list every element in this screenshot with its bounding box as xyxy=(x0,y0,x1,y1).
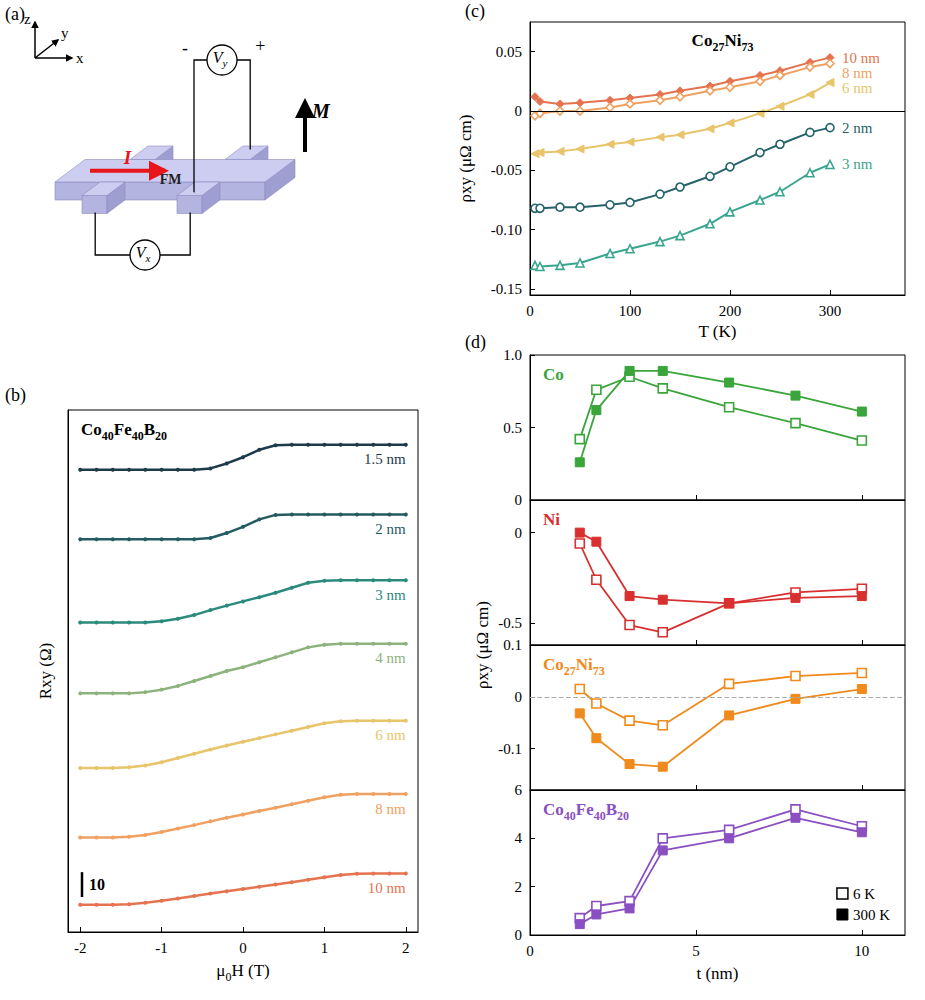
svg-text:-1: -1 xyxy=(155,940,168,956)
svg-text:0: 0 xyxy=(515,927,523,943)
svg-text:0.5: 0.5 xyxy=(503,420,522,436)
svg-text:M: M xyxy=(311,100,331,122)
svg-text:Co: Co xyxy=(543,800,564,819)
svg-text:2: 2 xyxy=(515,879,523,895)
svg-text:2 nm: 2 nm xyxy=(375,521,406,537)
svg-text:1.5 nm: 1.5 nm xyxy=(364,451,406,467)
svg-text:0.05: 0.05 xyxy=(496,44,522,60)
svg-text:H (T): H (T) xyxy=(231,961,269,980)
svg-text:Fe: Fe xyxy=(576,800,594,819)
svg-text:4: 4 xyxy=(515,830,523,846)
svg-text:2 nm: 2 nm xyxy=(842,120,873,136)
svg-text:40: 40 xyxy=(102,429,114,443)
svg-text:-2: -2 xyxy=(74,940,87,956)
svg-text:(a): (a) xyxy=(5,4,25,25)
svg-text:y: y xyxy=(61,25,69,41)
svg-text:0: 0 xyxy=(515,492,523,508)
svg-text:73: 73 xyxy=(593,664,605,678)
svg-text:+: + xyxy=(255,36,265,56)
svg-text:(b): (b) xyxy=(5,385,26,406)
svg-text:27: 27 xyxy=(712,40,724,54)
svg-text:Co: Co xyxy=(543,365,564,384)
svg-text:Ni: Ni xyxy=(576,655,593,674)
svg-text:Vy: Vy xyxy=(213,49,228,69)
svg-text:0: 0 xyxy=(515,689,523,705)
svg-text:3 nm: 3 nm xyxy=(375,587,406,603)
svg-text:300 K: 300 K xyxy=(853,907,890,923)
svg-text:0.1: 0.1 xyxy=(503,637,522,653)
svg-text:z: z xyxy=(24,11,31,27)
svg-text:10 nm: 10 nm xyxy=(842,50,880,66)
svg-text:100: 100 xyxy=(619,303,642,319)
svg-text:ρxy (μΩ cm): ρxy (μΩ cm) xyxy=(456,115,475,203)
svg-text:I: I xyxy=(123,147,132,168)
svg-text:(d): (d) xyxy=(465,332,486,353)
svg-text:t (nm): t (nm) xyxy=(696,964,738,983)
svg-text:200: 200 xyxy=(719,303,742,319)
svg-text:40: 40 xyxy=(132,429,144,443)
svg-text:-0.10: -0.10 xyxy=(491,222,522,238)
svg-text:-: - xyxy=(182,38,188,58)
svg-text:x: x xyxy=(76,50,84,66)
svg-text:Co: Co xyxy=(81,420,102,439)
svg-text:40: 40 xyxy=(564,809,576,823)
svg-text:0: 0 xyxy=(526,943,534,959)
svg-text:B: B xyxy=(144,420,155,439)
svg-text:10: 10 xyxy=(89,876,105,893)
svg-text:0: 0 xyxy=(515,525,523,541)
svg-text:T (K): T (K) xyxy=(699,322,737,341)
svg-text:6 nm: 6 nm xyxy=(375,727,406,743)
svg-text:0: 0 xyxy=(526,303,534,319)
svg-text:8 nm: 8 nm xyxy=(375,801,406,817)
svg-text:μ: μ xyxy=(216,961,225,980)
svg-text:6: 6 xyxy=(515,782,523,798)
svg-text:6 nm: 6 nm xyxy=(842,80,873,96)
svg-text:B: B xyxy=(606,800,617,819)
svg-text:10: 10 xyxy=(854,943,869,959)
svg-text:FM: FM xyxy=(160,172,182,187)
svg-text:27: 27 xyxy=(564,664,576,678)
svg-text:10 nm: 10 nm xyxy=(368,880,406,896)
svg-text:2: 2 xyxy=(402,940,410,956)
svg-text:8 nm: 8 nm xyxy=(842,65,873,81)
svg-text:Ni: Ni xyxy=(543,510,560,529)
svg-text:40: 40 xyxy=(594,809,606,823)
svg-text:Co: Co xyxy=(543,655,564,674)
svg-text:3 nm: 3 nm xyxy=(842,156,873,172)
svg-text:-0.15: -0.15 xyxy=(491,281,522,297)
svg-text:1: 1 xyxy=(321,940,329,956)
svg-text:(c): (c) xyxy=(465,1,485,22)
svg-text:Ni: Ni xyxy=(724,31,741,50)
svg-text:5: 5 xyxy=(692,943,700,959)
svg-text:Vx: Vx xyxy=(136,244,151,264)
svg-text:Fe: Fe xyxy=(114,420,132,439)
svg-text:-0.05: -0.05 xyxy=(491,162,522,178)
svg-text:-0.1: -0.1 xyxy=(498,741,522,757)
svg-text:Co: Co xyxy=(692,31,713,50)
svg-text:300: 300 xyxy=(819,303,842,319)
svg-text:4 nm: 4 nm xyxy=(375,650,406,666)
svg-text:0: 0 xyxy=(225,970,232,984)
svg-text:73: 73 xyxy=(741,40,753,54)
svg-text:0: 0 xyxy=(239,940,247,956)
svg-text:-0.5: -0.5 xyxy=(498,615,522,631)
svg-text:20: 20 xyxy=(155,429,167,443)
svg-text:20: 20 xyxy=(617,809,629,823)
svg-text:Rxy (Ω): Rxy (Ω) xyxy=(36,643,55,700)
svg-text:0: 0 xyxy=(515,103,523,119)
svg-text:1.0: 1.0 xyxy=(503,347,522,363)
svg-text:ρxy (μΩ cm): ρxy (μΩ cm) xyxy=(473,601,492,689)
svg-text:6 K: 6 K xyxy=(853,886,875,902)
